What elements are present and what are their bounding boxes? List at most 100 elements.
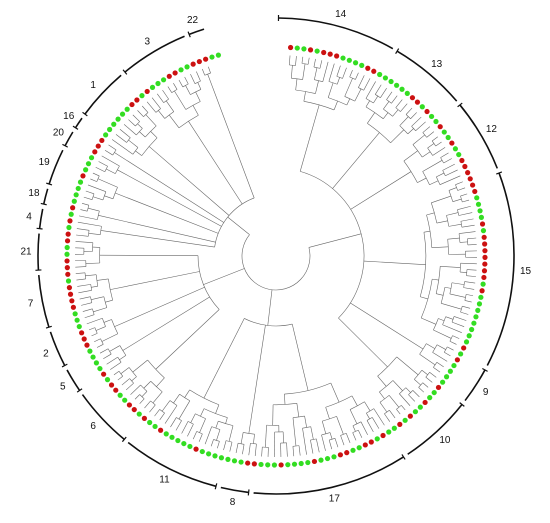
tree-branch bbox=[350, 302, 424, 350]
red-marker bbox=[99, 137, 105, 144]
red-marker bbox=[380, 432, 386, 439]
tree-branch bbox=[139, 131, 146, 138]
red-marker bbox=[368, 439, 374, 445]
tree-branch bbox=[106, 168, 116, 174]
tree-branch bbox=[447, 237, 460, 240]
green-marker bbox=[72, 311, 78, 317]
tree-branch bbox=[443, 158, 452, 164]
tree-branch bbox=[349, 70, 353, 78]
tree-branch bbox=[328, 440, 333, 450]
tree-branch bbox=[432, 147, 446, 156]
tree-branch bbox=[414, 370, 423, 380]
green-marker bbox=[85, 161, 92, 167]
tree-branch bbox=[108, 144, 117, 151]
tree-branch bbox=[377, 375, 387, 387]
tree-branch bbox=[97, 210, 100, 220]
tree-branch bbox=[467, 244, 477, 246]
tree-branch bbox=[303, 91, 306, 102]
tree-branch bbox=[388, 395, 400, 408]
clade-tick bbox=[214, 483, 218, 490]
tree-branch bbox=[98, 161, 108, 167]
tree-branch bbox=[86, 317, 103, 325]
tree-branch bbox=[433, 329, 452, 339]
clade-label: 16 bbox=[63, 111, 75, 122]
red-marker bbox=[409, 95, 416, 101]
clade-label: 2 bbox=[43, 348, 49, 359]
green-marker bbox=[374, 436, 380, 442]
tree-branch bbox=[170, 417, 177, 428]
tree-branch bbox=[175, 420, 182, 431]
clade-arc bbox=[220, 486, 249, 494]
green-marker bbox=[93, 360, 99, 366]
tree-branch bbox=[380, 88, 387, 98]
tree-branch bbox=[291, 324, 309, 391]
tree-branch bbox=[90, 296, 93, 303]
green-marker bbox=[458, 351, 464, 357]
tree-branch bbox=[254, 443, 257, 456]
green-marker bbox=[427, 395, 433, 401]
green-marker bbox=[152, 423, 158, 430]
clade-label: 13 bbox=[431, 59, 443, 70]
red-marker bbox=[462, 163, 468, 170]
tree-branch bbox=[352, 432, 357, 441]
tree-branch bbox=[81, 302, 92, 306]
tree-branch bbox=[77, 221, 102, 227]
tree-branch bbox=[76, 228, 90, 231]
green-marker bbox=[117, 392, 123, 398]
red-marker bbox=[334, 53, 340, 59]
tree-branch bbox=[451, 316, 455, 323]
tree-branch bbox=[95, 326, 106, 331]
tree-branch bbox=[451, 321, 465, 327]
tree-branch bbox=[399, 125, 409, 135]
clade-arc bbox=[42, 188, 49, 205]
tree-branch bbox=[150, 131, 158, 139]
red-marker bbox=[482, 254, 488, 260]
tree-branch bbox=[462, 305, 471, 309]
clade-label: 14 bbox=[335, 9, 347, 20]
tree-branch bbox=[154, 409, 160, 417]
tree-branch bbox=[117, 169, 222, 227]
tree-branch bbox=[292, 415, 305, 418]
tree-branch bbox=[458, 212, 473, 216]
green-marker bbox=[258, 461, 264, 468]
clade-tick bbox=[82, 111, 88, 117]
tree-branch bbox=[308, 233, 362, 248]
tree-branch bbox=[336, 77, 340, 85]
green-marker bbox=[87, 348, 93, 354]
green-marker bbox=[149, 84, 156, 90]
tree-branch bbox=[452, 335, 460, 339]
red-marker bbox=[203, 56, 209, 62]
tree-branch bbox=[336, 76, 343, 79]
red-marker bbox=[134, 97, 140, 103]
red-marker bbox=[129, 101, 135, 108]
tree-branch bbox=[85, 190, 95, 195]
tree-branch bbox=[389, 410, 396, 419]
tree-branch bbox=[462, 199, 470, 203]
tree-branch bbox=[110, 271, 200, 290]
tree-branch bbox=[427, 147, 433, 156]
green-marker bbox=[103, 132, 109, 138]
green-marker bbox=[74, 317, 80, 323]
tree-branch bbox=[215, 421, 219, 429]
tree-branch bbox=[396, 356, 419, 376]
green-marker bbox=[181, 440, 187, 447]
tree-branch bbox=[99, 226, 102, 235]
tree-branch bbox=[440, 157, 444, 164]
tree-branch bbox=[104, 150, 113, 156]
tree-branch bbox=[448, 223, 462, 227]
tree-branch bbox=[313, 58, 316, 68]
green-marker bbox=[77, 179, 84, 185]
tree-branch bbox=[118, 371, 123, 377]
clade-label: 8 bbox=[230, 497, 236, 508]
tree-branch bbox=[87, 207, 100, 212]
red-marker bbox=[196, 58, 202, 65]
tree-branch bbox=[165, 100, 175, 112]
tree-branch bbox=[425, 372, 430, 378]
tree-branch bbox=[399, 387, 407, 394]
tree-branch bbox=[132, 359, 148, 373]
green-marker bbox=[66, 224, 72, 231]
tree-branch bbox=[350, 171, 412, 210]
tree-branch bbox=[438, 318, 445, 322]
tree-branch bbox=[301, 56, 304, 64]
